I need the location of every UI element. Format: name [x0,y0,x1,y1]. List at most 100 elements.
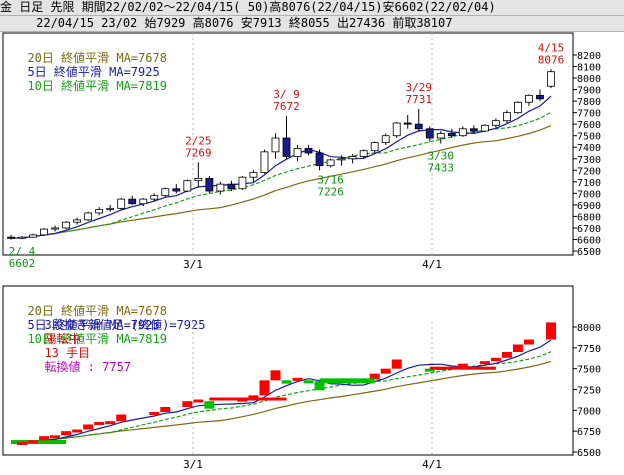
y-tick-label: 6800 [577,212,601,223]
annotation-date: 2/ 4 [9,245,36,258]
annotation-value: 7672 [273,100,300,113]
brick-up [490,357,501,362]
kagi-status: 陽転中 [44,332,81,346]
candle-bear [447,132,456,137]
brick-up [193,399,204,403]
candle-bull [73,219,82,223]
brick-down [319,378,375,384]
brick-up [369,373,380,380]
candle-bull [194,177,203,182]
brick-up [160,407,171,412]
candle-bear [172,188,181,192]
chart-header-line1: 金 日足 先限 期間22/02/02～22/04/15( 50)高8076(22… [0,0,624,16]
candle-bear [536,94,544,100]
candle-bull [249,172,258,178]
candle-bull [547,71,555,87]
brick-up [512,344,523,352]
candle-bull [260,151,269,174]
brick-up [292,377,303,381]
brick-down [303,380,314,384]
candle-bear [425,128,434,139]
candle-bull [392,122,401,137]
brick-up [17,442,28,445]
annotation-value: 7731 [406,93,433,106]
brick-up [501,352,512,358]
candle-bull [436,132,445,139]
annotation-date: 3/16 [317,173,344,186]
y-tick-label: 6700 [577,224,601,235]
brick-up [546,322,556,340]
annotation-value: 7433 [428,161,455,174]
brick-up [457,363,468,367]
brick-up [209,397,287,401]
candle-bear [227,183,236,190]
y-tick-label: 8000 [577,323,601,334]
brick-up [83,424,94,430]
candle-bull [29,234,37,238]
top-panel-frame [2,32,574,256]
legend-ma10: 10日 終値平滑 MA=7819 [27,332,167,346]
candle-bull [40,228,48,236]
candle-bear [282,137,291,157]
candle-bear [315,152,324,167]
candle-bull [337,158,346,161]
brick-up [94,422,105,425]
candle-bull [117,198,126,209]
brick-up [391,359,402,369]
candle-bull [161,188,170,197]
candle-bull [106,207,115,210]
candle-bull [514,101,522,114]
brick-down [281,380,292,384]
x-tick-label: 3/1 [183,458,203,471]
brick-down [424,368,435,372]
annotation-date: 3/ 9 [273,88,300,101]
y-tick-label: 7750 [577,344,601,355]
brick-up [429,366,496,370]
candle-bull [95,209,104,214]
candle-bull [348,156,357,160]
legend-ma10: 10日 終値平滑 MA=7819 [27,79,167,93]
brick-up [105,421,116,425]
kagi-legend: 3段抜き新値足 (終値)=7925 陽転中 13 手目 転換値 : 7757 [30,304,205,374]
brick-down [314,381,325,391]
brick-up [523,339,534,345]
candle-bull [370,142,379,152]
candle-bull [293,147,302,157]
candle-bear [414,123,423,130]
y-tick-label: 7250 [577,386,601,397]
top-legend: 20日 終値平滑 MA=7678 5日 終値平滑 MA=7925 10日 終値平… [13,37,167,93]
chart-header-line2: 22/04/15 23/02 始7929 高8076 安7913 終8055 出… [0,16,624,32]
legend-ma20: 20日 終値平滑 MA=7678 [27,304,167,318]
brick-up [28,440,39,444]
brick-up [149,412,160,415]
brick-up [182,401,193,407]
y-tick-label: 6500 [577,247,601,258]
candle-bull [62,221,71,229]
brick-up [380,368,391,374]
candle-bull [525,94,533,103]
candle-bull [458,128,467,137]
candle-bull [491,120,500,126]
x-tick-label: 4/1 [422,458,442,471]
candle-bull [18,236,26,239]
brick-down [11,440,67,444]
legend-ma5: 5日 終値平滑 MA=7925 [27,318,160,332]
y-tick-label: 6750 [577,427,601,438]
y-tick-label: 7000 [577,189,601,200]
annotation-date: 4/15 [538,41,565,54]
brick-up [116,414,127,422]
annotation-date: 3/29 [406,81,433,94]
candle-bull [216,183,225,192]
x-tick-label: 3/1 [183,258,203,271]
kagi-reversal: 転換値 : 7757 [44,360,132,374]
candle-bull [84,212,93,221]
brick-up [248,395,259,399]
bottom-legend: 20日 終値平滑 MA=7678 5日 終値平滑 MA=7925 10日 終値平… [13,290,167,346]
y-tick-label: 7000 [577,406,601,417]
brick-up [72,429,83,433]
y-tick-label: 7900 [577,86,601,97]
y-tick-label: 6900 [577,201,601,212]
candle-bull [381,135,390,144]
x-tick-label: 4/1 [422,258,442,271]
y-tick-label: 7500 [577,365,601,376]
